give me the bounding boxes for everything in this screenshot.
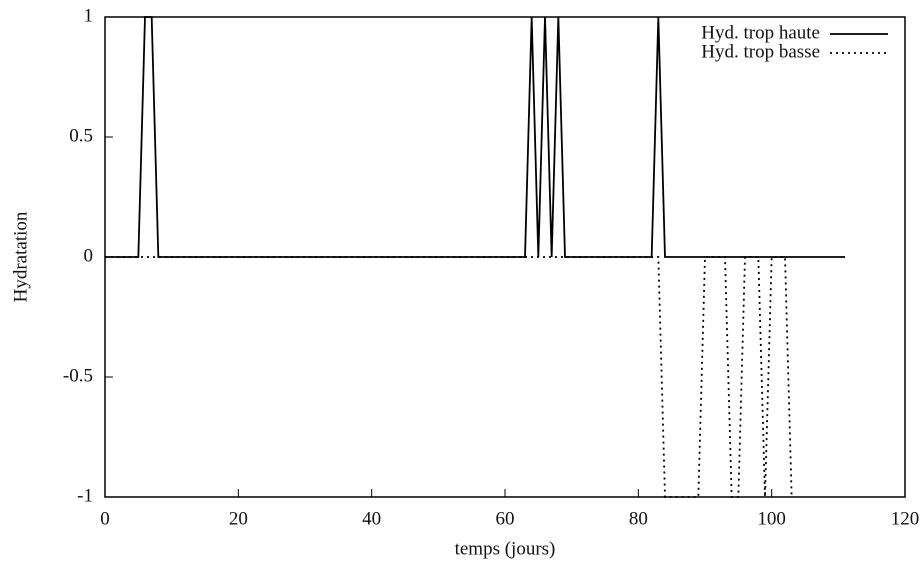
y-axis-label: Hydratation bbox=[10, 211, 31, 302]
y-tick-label: 1 bbox=[84, 5, 94, 26]
x-tick-label: 60 bbox=[496, 508, 515, 529]
legend-label: Hyd. trop basse bbox=[701, 41, 820, 62]
y-tick-label: 0.5 bbox=[69, 125, 93, 146]
x-tick-label: 80 bbox=[629, 508, 648, 529]
x-axis-label: temps (jours) bbox=[455, 538, 556, 559]
y-tick-label: -1 bbox=[77, 485, 93, 506]
series-line bbox=[105, 16, 845, 258]
series-line bbox=[105, 256, 793, 498]
x-tick-label: 0 bbox=[100, 508, 110, 529]
x-tick-label: 100 bbox=[757, 508, 786, 529]
y-tick-label: 0 bbox=[84, 245, 94, 266]
x-tick-label: 120 bbox=[891, 508, 920, 529]
y-tick-label: -0.5 bbox=[63, 365, 93, 386]
legend-label: Hyd. trop haute bbox=[701, 22, 820, 43]
x-tick-label: 20 bbox=[229, 508, 248, 529]
x-tick-label: 40 bbox=[362, 508, 381, 529]
